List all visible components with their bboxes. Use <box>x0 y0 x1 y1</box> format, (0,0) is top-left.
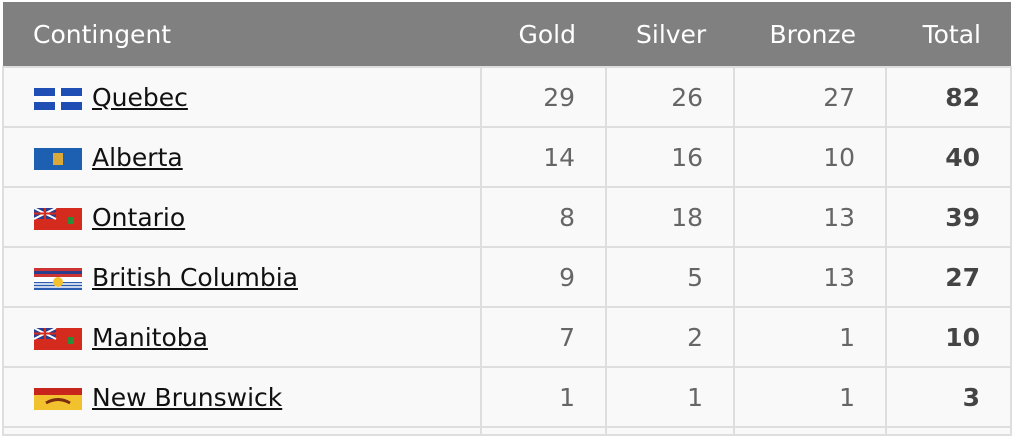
medal-cell: 7 <box>480 306 607 368</box>
medal-cell: 5 <box>605 246 735 308</box>
flag-icon <box>34 387 82 410</box>
medal-cell: 27 <box>733 66 887 128</box>
column-header: Gold <box>481 2 606 67</box>
contingent-cell: Quebec <box>2 66 482 128</box>
medal-cell: 10 <box>733 126 887 188</box>
medal-cell: 26 <box>605 66 735 128</box>
contingent-link[interactable]: British Columbia <box>92 262 298 292</box>
partial-row <box>2 426 1012 436</box>
empty-cell <box>733 426 887 436</box>
table-row: New Brunswick 1 1 1 3 <box>2 366 1012 428</box>
medal-cell: 14 <box>480 126 607 188</box>
flag-icon <box>34 87 82 110</box>
column-header: Bronze <box>734 2 886 67</box>
header-row: Contingent Gold Silver Bronze Total <box>3 2 1011 67</box>
medal-table: Contingent Gold Silver Bronze Total Quebec 29… <box>2 2 1012 436</box>
total-cell: 39 <box>885 186 1012 248</box>
medal-cell: 9 <box>480 246 607 308</box>
medal-cell: 13 <box>733 246 887 308</box>
table-row: British Columbia 9 5 13 27 <box>2 246 1012 308</box>
contingent-cell: Alberta <box>2 126 482 188</box>
table-row: Manitoba 7 2 1 10 <box>2 306 1012 368</box>
column-header: Contingent <box>3 2 481 67</box>
medal-cell: 29 <box>480 66 607 128</box>
contingent-link[interactable]: Manitoba <box>92 322 208 352</box>
total-cell: 40 <box>885 126 1012 188</box>
total-cell: 10 <box>885 306 1012 368</box>
contingent-link[interactable]: New Brunswick <box>92 382 283 412</box>
contingent-cell: Manitoba <box>2 306 482 368</box>
flag-icon <box>34 147 82 170</box>
flag-icon <box>34 327 82 350</box>
column-header: Silver <box>606 2 734 67</box>
empty-cell <box>2 426 482 436</box>
medal-cell: 18 <box>605 186 735 248</box>
total-cell: 27 <box>885 246 1012 308</box>
total-cell: 3 <box>885 366 1012 428</box>
medal-cell: 8 <box>480 186 607 248</box>
empty-cell <box>885 426 1012 436</box>
medal-cell: 13 <box>733 186 887 248</box>
flag-icon <box>34 207 82 230</box>
medal-cell: 1 <box>605 366 735 428</box>
contingent-cell: New Brunswick <box>2 366 482 428</box>
column-header: Total <box>886 2 1011 67</box>
contingent-cell: British Columbia <box>2 246 482 308</box>
medal-cell: 1 <box>733 366 887 428</box>
table-row: Ontario 8 18 13 39 <box>2 186 1012 248</box>
medal-cell: 1 <box>733 306 887 368</box>
table-row: Alberta 14 16 10 40 <box>2 126 1012 188</box>
contingent-link[interactable]: Alberta <box>92 142 183 172</box>
table-row: Quebec 29 26 27 82 <box>2 66 1012 128</box>
flag-icon <box>34 267 82 290</box>
contingent-cell: Ontario <box>2 186 482 248</box>
empty-cell <box>605 426 735 436</box>
total-cell: 82 <box>885 66 1012 128</box>
contingent-link[interactable]: Quebec <box>92 82 188 112</box>
contingent-link[interactable]: Ontario <box>92 202 186 232</box>
medal-cell: 1 <box>480 366 607 428</box>
medal-cell: 16 <box>605 126 735 188</box>
empty-cell <box>480 426 607 436</box>
medal-cell: 2 <box>605 306 735 368</box>
